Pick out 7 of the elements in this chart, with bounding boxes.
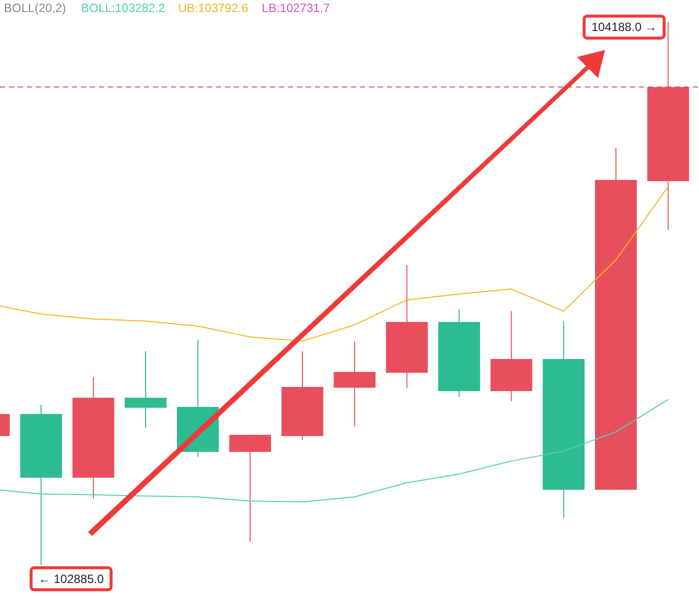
annotation: 104188.0 → <box>591 20 657 34</box>
legend-label: LB:102731.7 <box>262 1 330 15</box>
legend-title: BOLL(20,2) <box>4 1 66 15</box>
text: BOLL:103282.2 <box>81 1 166 15</box>
annotation: ← 102885.0 <box>38 572 104 586</box>
text: UB:103792.6 <box>178 1 248 15</box>
candlestick <box>124 350 167 428</box>
